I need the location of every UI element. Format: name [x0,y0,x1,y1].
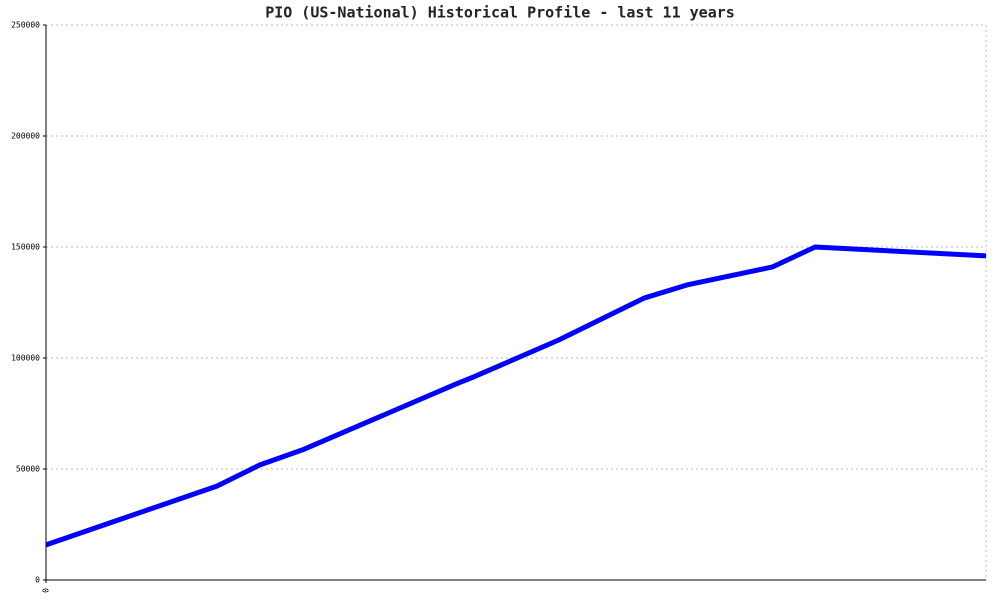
y-tick-label: 50000 [16,465,40,474]
data-line [45,244,987,548]
y-tick-label: 250000 [11,21,40,30]
chart-title: PIO (US-National) Historical Profile - l… [265,4,735,22]
x-tick-label: 0 [42,588,51,593]
y-tick-label: 150000 [11,243,40,252]
y-tick-label: 200000 [11,132,40,141]
y-tick-label: 100000 [11,354,40,363]
y-tick-label: 0 [35,576,40,585]
